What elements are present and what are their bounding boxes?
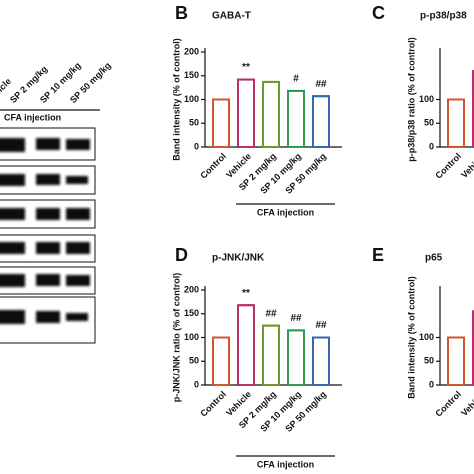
x-tick-label: Vehicle	[459, 151, 474, 180]
significance-mark: ##	[265, 308, 277, 319]
y-tick-label: 100	[184, 332, 199, 342]
bar	[287, 89, 305, 148]
y-tick-label: 100	[184, 94, 199, 104]
chart-title: p-p38/p38	[420, 11, 467, 22]
chart-title: GABA-T	[212, 11, 251, 22]
group-label: CFA injection	[257, 459, 314, 469]
western-blot: Vehicle SP 2 mg/kg SP 10 mg/kg SP 50 mg/…	[0, 60, 113, 344]
significance-mark: **	[242, 62, 250, 73]
x-tick-label: Control	[198, 389, 228, 419]
bar	[237, 304, 255, 387]
y-tick-label: 0	[194, 379, 199, 389]
y-tick-label: 0	[429, 379, 434, 389]
y-tick-label: 150	[184, 70, 199, 80]
bar	[262, 324, 280, 386]
panel-letter: B	[175, 3, 188, 23]
significance-mark: ##	[290, 313, 302, 324]
blot-frames	[0, 127, 96, 344]
y-tick-label: 200	[184, 46, 199, 56]
significance-mark: **	[242, 288, 250, 299]
y-tick-label: 50	[424, 356, 434, 366]
bar	[262, 80, 280, 148]
panel-letter: D	[175, 245, 188, 265]
bar	[312, 95, 330, 149]
bar	[447, 336, 465, 386]
y-tick-label: 50	[189, 356, 199, 366]
y-axis-label: Band intensity (% of control)	[406, 276, 416, 399]
significance-mark: #	[293, 74, 299, 85]
blot-bands	[0, 138, 90, 324]
significance-mark: ##	[315, 320, 327, 331]
group-label: CFA injection	[257, 207, 314, 217]
bar	[212, 98, 230, 148]
bar	[287, 329, 305, 386]
significance-mark: ##	[315, 79, 327, 90]
bar	[212, 336, 230, 386]
x-tick-label: Vehicle	[459, 389, 474, 418]
y-tick-label: 50	[189, 118, 199, 128]
chart-title: p-JNK/JNK	[212, 253, 265, 264]
bar	[237, 78, 255, 148]
group-label: CFA injection	[4, 112, 61, 122]
y-axis-label: Band intensity (% of control)	[171, 38, 181, 161]
x-tick-label: Control	[433, 151, 463, 181]
y-axis-label: p-p38/p38 ratio (% of control)	[406, 37, 416, 162]
x-tick-label: Control	[433, 389, 463, 419]
y-tick-label: 150	[184, 308, 199, 318]
x-tick-label: Control	[198, 151, 228, 181]
bar	[447, 98, 465, 148]
chart-title: p65	[425, 253, 443, 264]
y-tick-label: 0	[194, 141, 199, 151]
y-tick-label: 0	[429, 141, 434, 151]
y-tick-label: 50	[424, 118, 434, 128]
y-tick-label: 100	[419, 332, 434, 342]
panel-letter: E	[372, 245, 384, 265]
panel-letter: C	[372, 3, 385, 23]
y-tick-label: 200	[184, 284, 199, 294]
y-axis-label: p-JNK/JNK ratio (% of control)	[171, 273, 181, 403]
bar	[312, 336, 330, 386]
y-tick-label: 100	[419, 94, 434, 104]
